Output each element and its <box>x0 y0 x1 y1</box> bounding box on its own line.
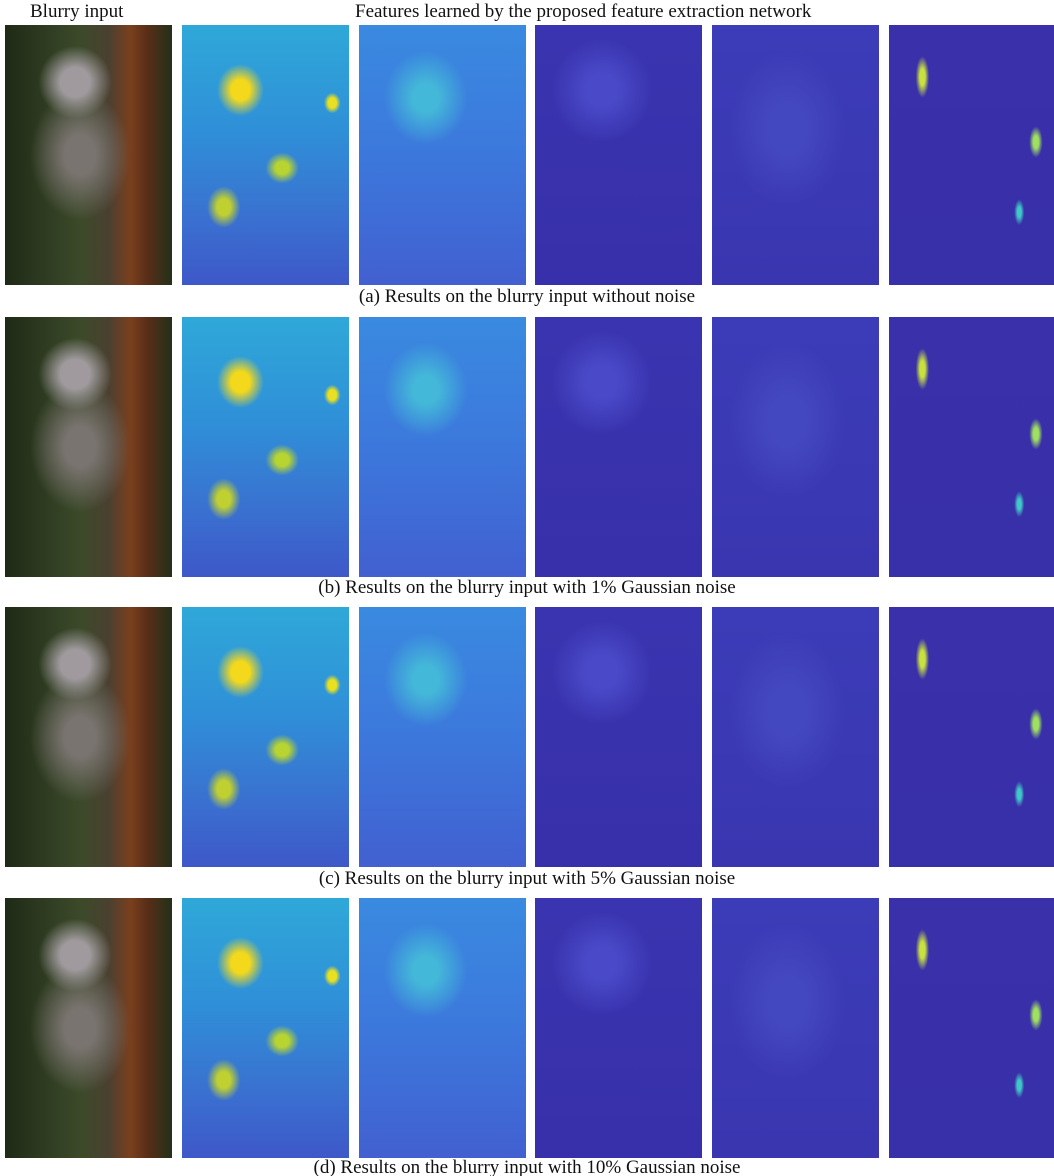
input-image <box>5 607 172 867</box>
feature-map <box>535 898 702 1158</box>
feature-map <box>889 898 1054 1158</box>
feature-map <box>182 25 349 285</box>
feature-map <box>182 607 349 867</box>
feature-map <box>359 898 526 1158</box>
row-caption: (b) Results on the blurry input with 1% … <box>0 577 1054 599</box>
input-image <box>5 25 172 285</box>
feature-map <box>535 317 702 577</box>
feature-map <box>889 607 1054 867</box>
row-caption: (c) Results on the blurry input with 5% … <box>0 868 1054 890</box>
feature-map <box>359 317 526 577</box>
input-image <box>5 898 172 1158</box>
figure: Blurry input Features learned by the pro… <box>0 0 1054 1176</box>
feature-map <box>182 898 349 1158</box>
feature-map <box>712 607 879 867</box>
feature-map <box>712 25 879 285</box>
input-label: Blurry input <box>30 1 123 23</box>
feature-map <box>889 25 1054 285</box>
feature-map <box>535 607 702 867</box>
feature-map <box>889 317 1054 577</box>
feature-map <box>359 607 526 867</box>
input-image <box>5 317 172 577</box>
feature-map <box>712 317 879 577</box>
feature-map <box>182 317 349 577</box>
feature-map <box>359 25 526 285</box>
row-caption: (a) Results on the blurry input without … <box>0 286 1054 308</box>
feature-map <box>535 25 702 285</box>
feature-map <box>712 898 879 1158</box>
row-caption: (d) Results on the blurry input with 10%… <box>0 1157 1054 1176</box>
features-label: Features learned by the proposed feature… <box>355 1 811 23</box>
